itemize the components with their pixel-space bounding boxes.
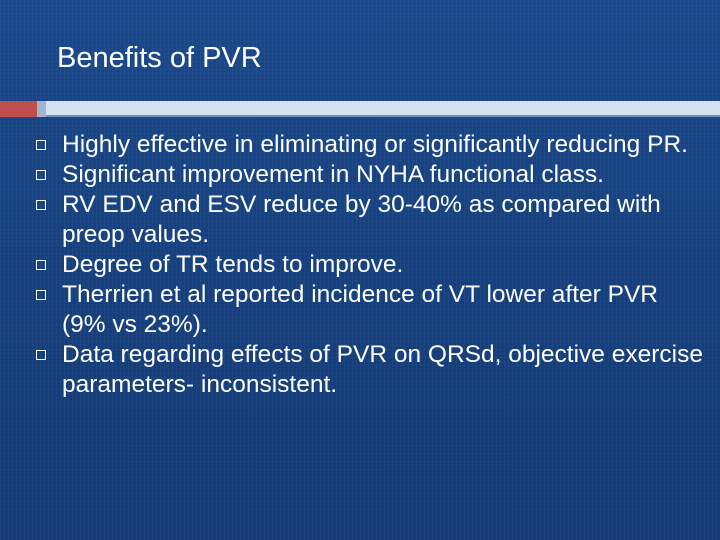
bullet-text: RV EDV and ESV reduce by 30-40% as compa… (62, 191, 661, 248)
bullet-list: Highly effective in eliminating or signi… (36, 130, 706, 400)
bullet-text: Degree of TR tends to improve. (62, 251, 404, 278)
divider-accent-light-left (37, 101, 46, 117)
bullet-text: Highly effective in eliminating or signi… (62, 131, 688, 158)
bullet-item: Significant improvement in NYHA function… (36, 160, 706, 190)
hollow-square-icon (36, 140, 46, 150)
bullet-text: Therrien et al reported incidence of VT … (62, 281, 659, 338)
hollow-square-icon (36, 170, 46, 180)
hollow-square-icon (36, 350, 46, 360)
hollow-square-icon (36, 260, 46, 270)
hollow-square-icon (36, 200, 46, 210)
hollow-square-icon (36, 290, 46, 300)
bullet-item: Degree of TR tends to improve. (36, 250, 706, 280)
slide-title: Benefits of PVR (57, 42, 262, 74)
bullet-item: Data regarding effects of PVR on QRSd, o… (36, 340, 706, 400)
divider-accent-light (46, 101, 720, 117)
bullet-item: Highly effective in eliminating or signi… (36, 130, 706, 160)
bullet-item: RV EDV and ESV reduce by 30-40% as compa… (36, 190, 706, 250)
bullet-text: Data regarding effects of PVR on QRSd, o… (62, 341, 703, 398)
bullet-item: Therrien et al reported incidence of VT … (36, 280, 706, 340)
bullet-text: Significant improvement in NYHA function… (62, 161, 604, 188)
divider-accent-red (0, 101, 37, 117)
